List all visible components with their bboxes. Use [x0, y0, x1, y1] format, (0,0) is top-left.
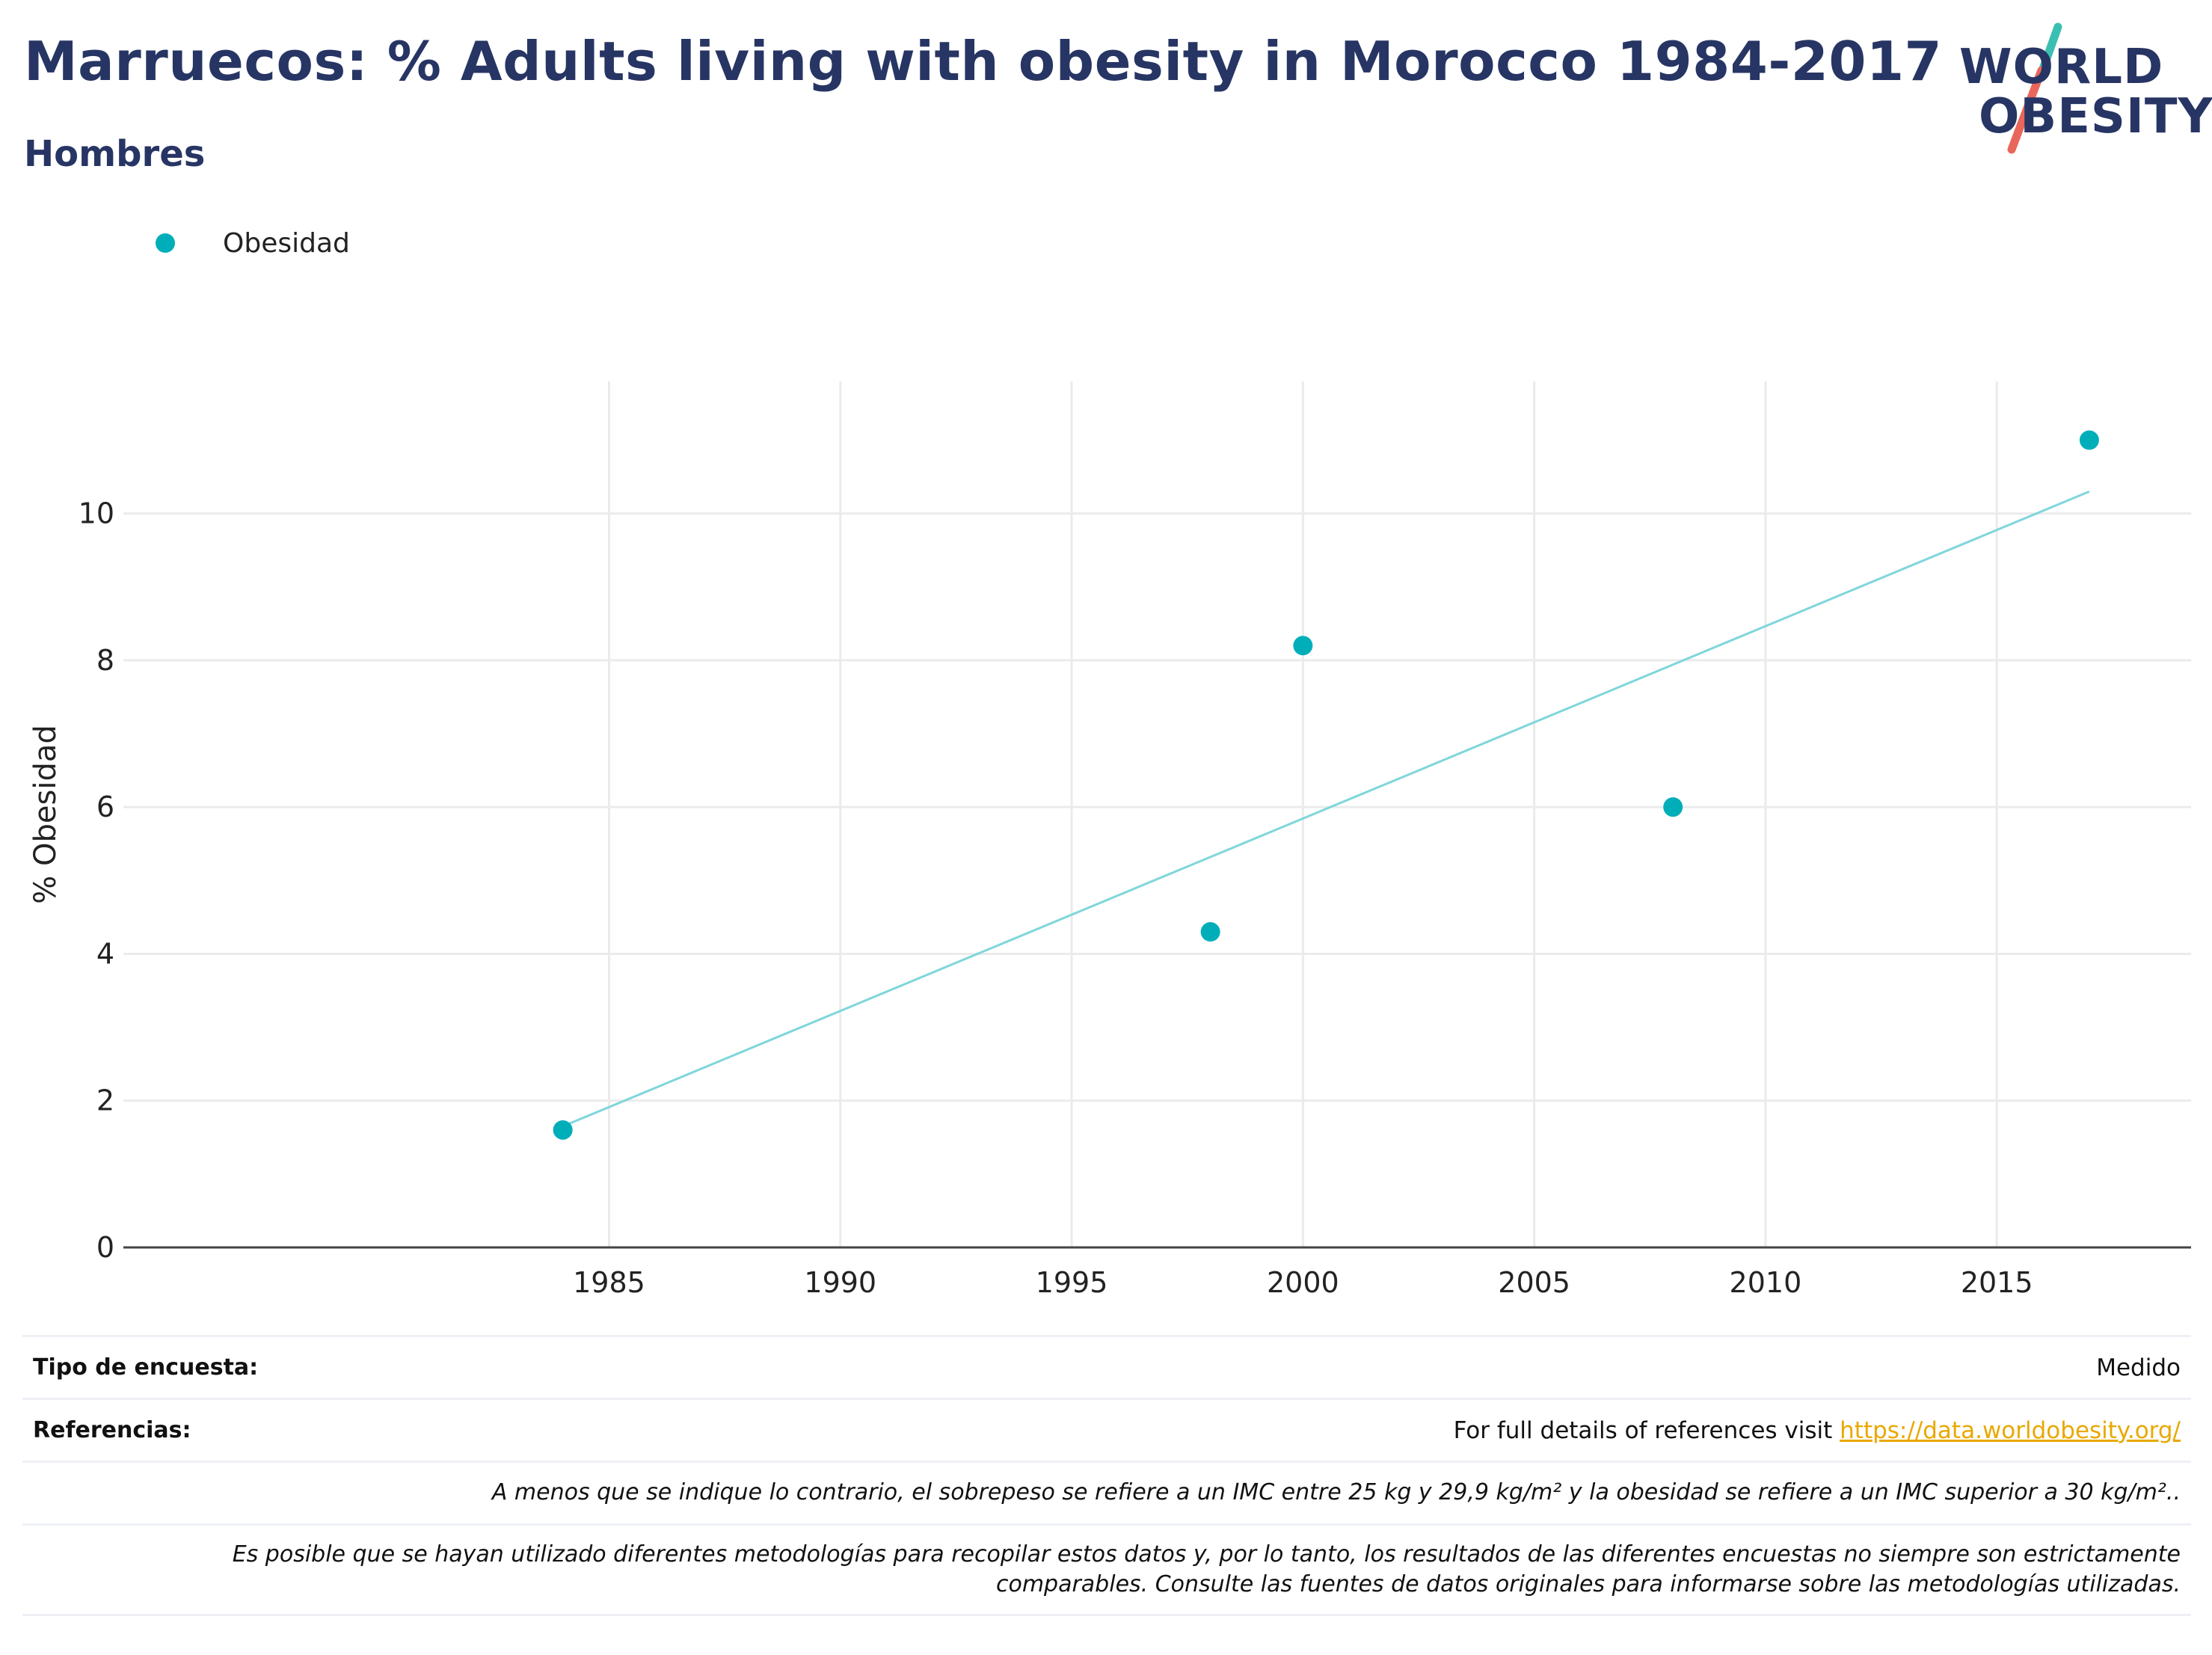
bmi-definition-note: A menos que se indique lo contrario, el … [491, 1479, 2181, 1506]
references-value: For full details of references visit htt… [1454, 1417, 2181, 1444]
y-tick-label: 10 [79, 497, 114, 530]
trend-line [562, 490, 2090, 1128]
footer-row-bmi-note: A menos que se indique lo contrario, el … [22, 1461, 2191, 1523]
chart-subtitle: Hombres [24, 133, 206, 175]
x-tick-label: 1990 [804, 1266, 876, 1299]
methodology-note-line-2: comparables. Consulte las fuentes de dat… [995, 1571, 2181, 1597]
data-point [553, 1120, 573, 1140]
references-label: Referencias: [33, 1417, 191, 1443]
logo-slash-icon [2007, 22, 2062, 154]
legend-label: Obesidad [223, 227, 350, 259]
x-tick-label: 2005 [1498, 1266, 1570, 1299]
y-tick-label: 8 [96, 644, 114, 677]
survey-type-value: Medido [2096, 1354, 2181, 1381]
data-point [1293, 636, 1313, 656]
methodology-note-line-1: Es posible que se hayan utilizado difere… [232, 1541, 2181, 1568]
survey-type-label: Tipo de encuesta: [33, 1354, 259, 1381]
x-tick-label: 2015 [1961, 1266, 2033, 1299]
world-obesity-logo: WORLD OBESITY [1952, 21, 2212, 156]
data-point [1663, 797, 1683, 817]
data-point [2079, 430, 2099, 450]
y-tick-label: 4 [96, 937, 114, 970]
footer-row-survey: Tipo de encuesta: Medido [22, 1335, 2191, 1398]
chart-footer: Tipo de encuesta: Medido Referencias: Fo… [22, 1335, 2191, 1616]
logo-text-world: WORLD [1959, 40, 2164, 95]
data-point [1200, 922, 1220, 942]
y-tick-label: 6 [96, 790, 114, 823]
x-tick-label: 2000 [1267, 1266, 1339, 1299]
chart-title: Marruecos: % Adults living with obesity … [24, 30, 1943, 93]
logo-text-obesity: OBESITY [1979, 89, 2212, 144]
y-tick-label: 0 [96, 1231, 114, 1264]
methodology-note: Es posible que se hayan utilizado difere… [33, 1540, 2181, 1600]
legend-marker [156, 233, 175, 253]
x-tick-label: 1985 [573, 1266, 645, 1299]
references-text: For full details of references visit [1453, 1416, 1840, 1444]
footer-row-methodology-note: Es posible que se hayan utilizado difere… [22, 1523, 2191, 1616]
y-axis-label: % Obesidad [28, 725, 63, 903]
chart-legend: Obesidad [156, 224, 350, 262]
footer-row-references: Referencias: For full details of referen… [22, 1398, 2191, 1461]
scatter-chart: 1985 1990 1995 2000 2005 2010 2015 0 2 4 6 8 10 % Obe… [28, 381, 2191, 1299]
x-tick-label: 1995 [1036, 1266, 1108, 1299]
x-tick-label: 2010 [1730, 1266, 1802, 1299]
references-link[interactable]: https://data.worldobesity.org/ [1840, 1416, 2181, 1444]
y-tick-label: 2 [96, 1084, 114, 1117]
